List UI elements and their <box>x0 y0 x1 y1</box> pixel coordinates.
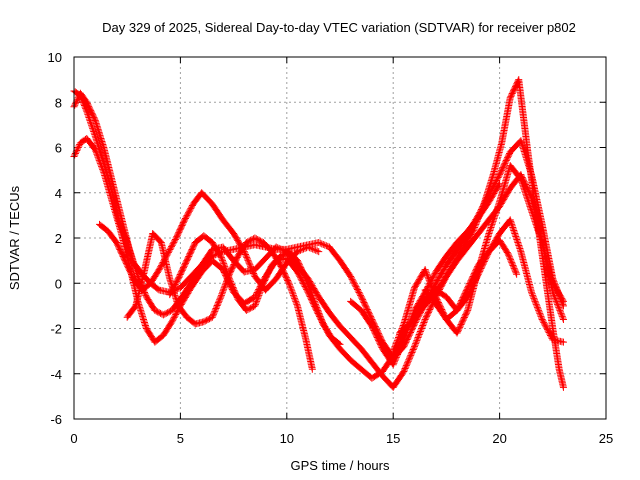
series-track-10 <box>421 162 567 337</box>
y-axis-label: SDTVAR / TECUs <box>7 185 22 290</box>
y-tick-label: 6 <box>55 141 62 156</box>
x-tick-label: 25 <box>599 431 613 446</box>
y-tick-label: 0 <box>55 276 62 291</box>
y-tick-label: -4 <box>50 367 62 382</box>
x-axis-label: GPS time / hours <box>291 458 390 473</box>
y-tick-label: 2 <box>55 231 62 246</box>
x-tick-label: 10 <box>280 431 294 446</box>
x-tick-label: 0 <box>70 431 77 446</box>
series-track-6 <box>166 232 344 348</box>
x-tick-label: 5 <box>177 431 184 446</box>
x-tick-label: 20 <box>492 431 506 446</box>
series-markers <box>166 232 344 348</box>
y-tick-label: 8 <box>55 95 62 110</box>
data-points <box>70 76 567 391</box>
series-markers <box>421 162 567 337</box>
y-tick-label: 10 <box>48 50 62 65</box>
y-tick-label: 4 <box>55 186 62 201</box>
x-tick-label: 15 <box>386 431 400 446</box>
plot-frame <box>73 56 607 420</box>
y-tick-labels: -6 -4 -2 0 2 4 6 8 10 <box>48 50 62 427</box>
y-tick-label: -6 <box>50 412 62 427</box>
x-tick-labels: 0 5 10 15 20 25 <box>70 431 613 446</box>
y-tick-label: -2 <box>50 322 62 337</box>
chart-title: Day 329 of 2025, Sidereal Day-to-day VTE… <box>102 20 576 35</box>
